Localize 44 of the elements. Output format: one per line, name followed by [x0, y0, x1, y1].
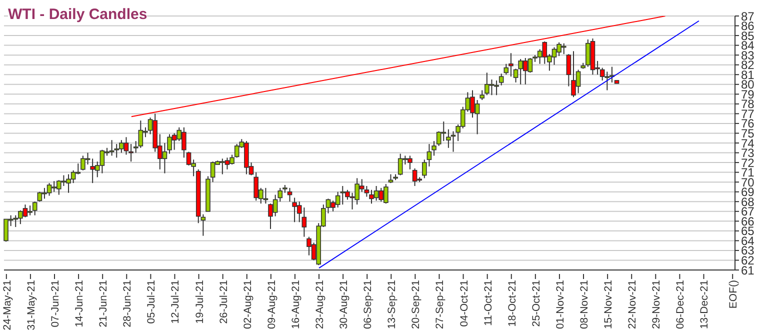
candlestick — [128, 143, 134, 162]
x-tick-label: 26-Jul-21 — [218, 280, 230, 324]
candlestick — [446, 128, 451, 148]
x-tick-label: 30-Aug-21 — [338, 280, 350, 330]
candlestick — [480, 90, 485, 101]
candlestick — [513, 68, 518, 83]
candlestick — [32, 201, 38, 216]
x-tick-label: 11-Oct-21 — [482, 280, 494, 326]
x-tick-label: EOF() — [728, 280, 740, 309]
candlestick — [498, 73, 504, 86]
x-tick-label: 27-Sep-21 — [434, 280, 446, 330]
x-tick-label: 06-Dec-21 — [674, 280, 687, 330]
chart-title: WTI - Daily Candles — [8, 6, 148, 23]
y-tick-label: 75 — [741, 126, 755, 140]
candlestick — [504, 63, 509, 76]
x-tick-label: 13-Dec-21 — [698, 280, 711, 330]
x-tick-label: 25-Oct-21 — [530, 280, 542, 327]
x-tick-label: 31-May-21 — [25, 280, 38, 330]
x-tick-label: 22-Nov-21 — [626, 280, 639, 330]
x-tick-label: 05-Jul-21 — [146, 280, 158, 324]
x-tick-label: 12-Jul-21 — [170, 280, 182, 324]
x-tick-label: 23-Aug-21 — [314, 280, 326, 330]
candlestick — [432, 140, 436, 156]
x-tick-label: 14-Jun-21 — [74, 280, 86, 328]
x-tick-label: 29-Nov-21 — [650, 280, 663, 330]
x-tick-label: 19-Jul-21 — [194, 280, 206, 324]
x-tick-label: 04-Oct-21 — [458, 280, 470, 327]
candlestick — [133, 140, 138, 154]
x-tick-label: 08-Nov-21 — [578, 280, 591, 330]
x-tick-label: 21-Jun-21 — [98, 280, 110, 328]
x-tick-label: 13-Sep-21 — [386, 280, 398, 330]
x-tick-label: 09-Aug-21 — [266, 280, 278, 330]
x-tick-label: 06-Sep-21 — [362, 280, 374, 330]
x-tick-label: 16-Aug-21 — [290, 280, 302, 330]
candlestick — [508, 52, 514, 78]
x-tick-label: 18-Oct-21 — [506, 280, 518, 327]
candlestick — [566, 54, 572, 87]
x-tick-label: 02-Aug-21 — [242, 280, 254, 330]
x-tick-label: 24-May-21 — [1, 280, 14, 330]
x-tick-label: 28-Jun-21 — [122, 280, 134, 328]
x-tick-label: 01-Nov-21 — [554, 280, 566, 330]
x-tick-label: 07-Jun-21 — [49, 280, 62, 328]
x-tick-label: 20-Sep-21 — [410, 280, 422, 330]
x-tick-label: 15-Nov-21 — [602, 280, 615, 330]
